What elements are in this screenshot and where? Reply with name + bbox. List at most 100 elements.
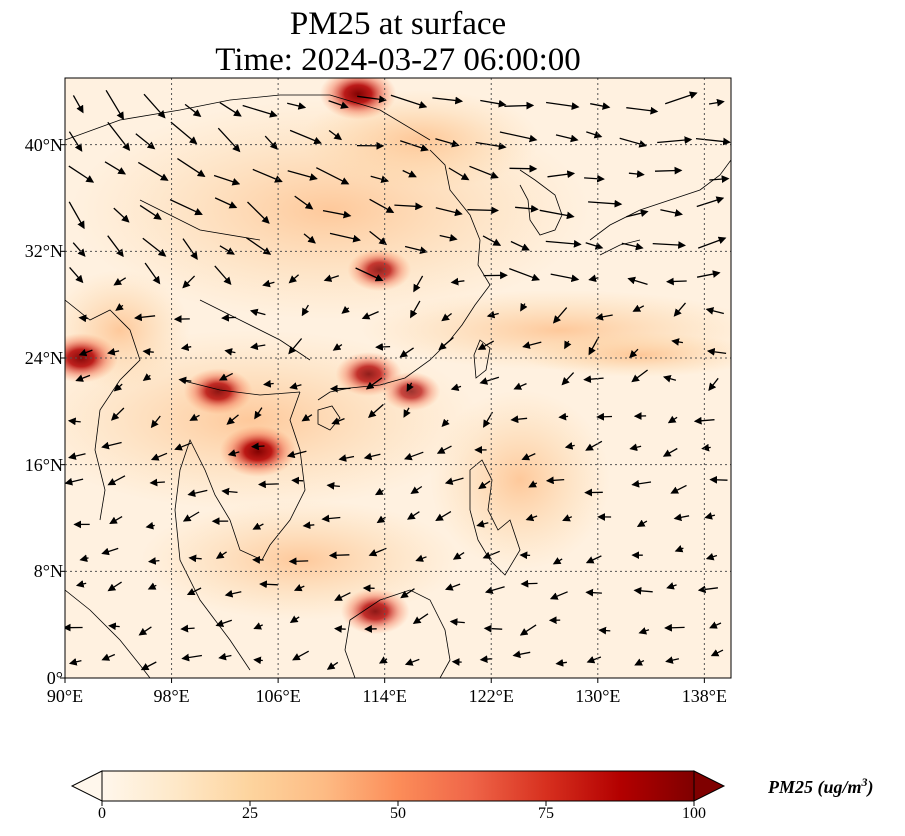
wind-arrow [390,94,428,109]
wind-arrow [510,240,530,251]
wind-arrow [181,653,202,662]
wind-arrow [670,484,687,494]
wind-arrow [375,343,391,351]
wind-arrow [289,382,302,390]
wind-arrow [214,197,238,209]
wind-arrow [215,619,233,628]
wind-arrow [258,480,279,489]
wind-arrow [586,656,602,664]
wind-arrow [215,551,227,559]
wind-arrow [509,267,541,282]
wind-arrow [341,305,350,314]
wind-arrow [435,138,460,148]
wind-arrow [323,274,340,282]
wind-arrow [588,336,600,356]
wind-arrow [221,313,237,322]
indochina [174,391,306,671]
wind-arrow [696,196,725,208]
wind-arrow [68,131,83,152]
lon-tick-label: 106°E [255,686,301,706]
wind-arrow [369,230,388,246]
wind-arrow [665,656,680,664]
wind-arrow [697,236,727,249]
wind-arrow [549,591,568,600]
wind-arrow [252,522,264,530]
borneo [344,589,451,678]
colorbar-extend-low [70,770,103,802]
wind-arrow [108,622,120,631]
wind-arrow [145,521,155,530]
pm25-hotspot [347,248,412,292]
wind-arrow [316,167,350,185]
wind-arrow [370,175,390,183]
wind-arrow [482,235,502,246]
wind-arrow [293,583,305,592]
wind-arrow [288,338,303,355]
wind-arrow [374,487,384,496]
wind-arrow [547,170,576,179]
wind-arrow [406,382,414,392]
wind-arrow [394,202,424,211]
wind-arrow [135,133,156,150]
wind-arrow [519,624,537,636]
wind-arrow [138,626,152,636]
taiwan [473,339,491,379]
wind-arrow [227,449,240,457]
wind-arrow [105,89,124,121]
wind-arrow [301,304,310,317]
korea-peninsula [519,169,563,236]
wind-arrow [357,95,387,104]
wind-arrow [68,165,95,183]
wind-arrow [142,237,167,257]
wind-arrow [499,131,538,143]
wind-arrow [399,347,414,358]
wind-arrow [633,586,653,595]
wind-arrow [693,416,715,425]
wind-arrow [546,101,580,110]
wind-arrow [626,106,659,115]
wind-arrow [186,587,202,596]
wind-arrow [142,373,152,381]
wind-arrow [550,273,580,283]
wind-arrow [441,418,450,428]
wind-arrow [513,382,527,390]
wind-arrow [328,129,343,141]
wind-arrow [652,241,686,249]
wind-arrow [107,347,120,356]
wind-arrow [113,277,127,286]
lat-tick-label: 40°N [24,134,63,155]
wind-arrow [584,174,605,183]
wind-arrow [218,652,232,661]
wind-arrow [657,136,693,144]
wind-arrow [448,167,470,181]
wind-arrow [403,451,424,461]
wind-arrow [226,414,239,425]
wind-arrow [435,207,463,217]
wind-arrow [704,512,716,520]
wind-arrow [709,621,722,629]
inland-border [65,94,431,396]
wind-arrow [150,452,168,461]
wind-arrow [184,103,202,117]
wind-arrow [585,242,604,250]
wind-arrow [631,479,652,488]
wind-arrow [148,557,160,565]
lon-tick-label: 98°E [153,686,190,706]
wind-arrow [595,312,613,321]
wind-arrow [224,348,236,356]
wind-arrow [182,275,196,289]
colorbar-extend-high [693,770,726,802]
colorbar-tick-label: 100 [682,805,706,822]
wind-arrow [363,452,381,461]
wind-arrow [287,170,318,181]
wind-arrow [512,650,531,659]
wind-arrow [326,661,339,670]
wind-arrow [510,415,528,424]
wind-arrow [585,440,603,451]
wind-arrow [404,658,420,666]
wind-arrow [134,313,156,322]
wind-arrow [338,454,355,462]
wind-arrow [709,175,730,183]
wind-arrow [107,235,124,258]
wind-arrow [545,239,582,248]
